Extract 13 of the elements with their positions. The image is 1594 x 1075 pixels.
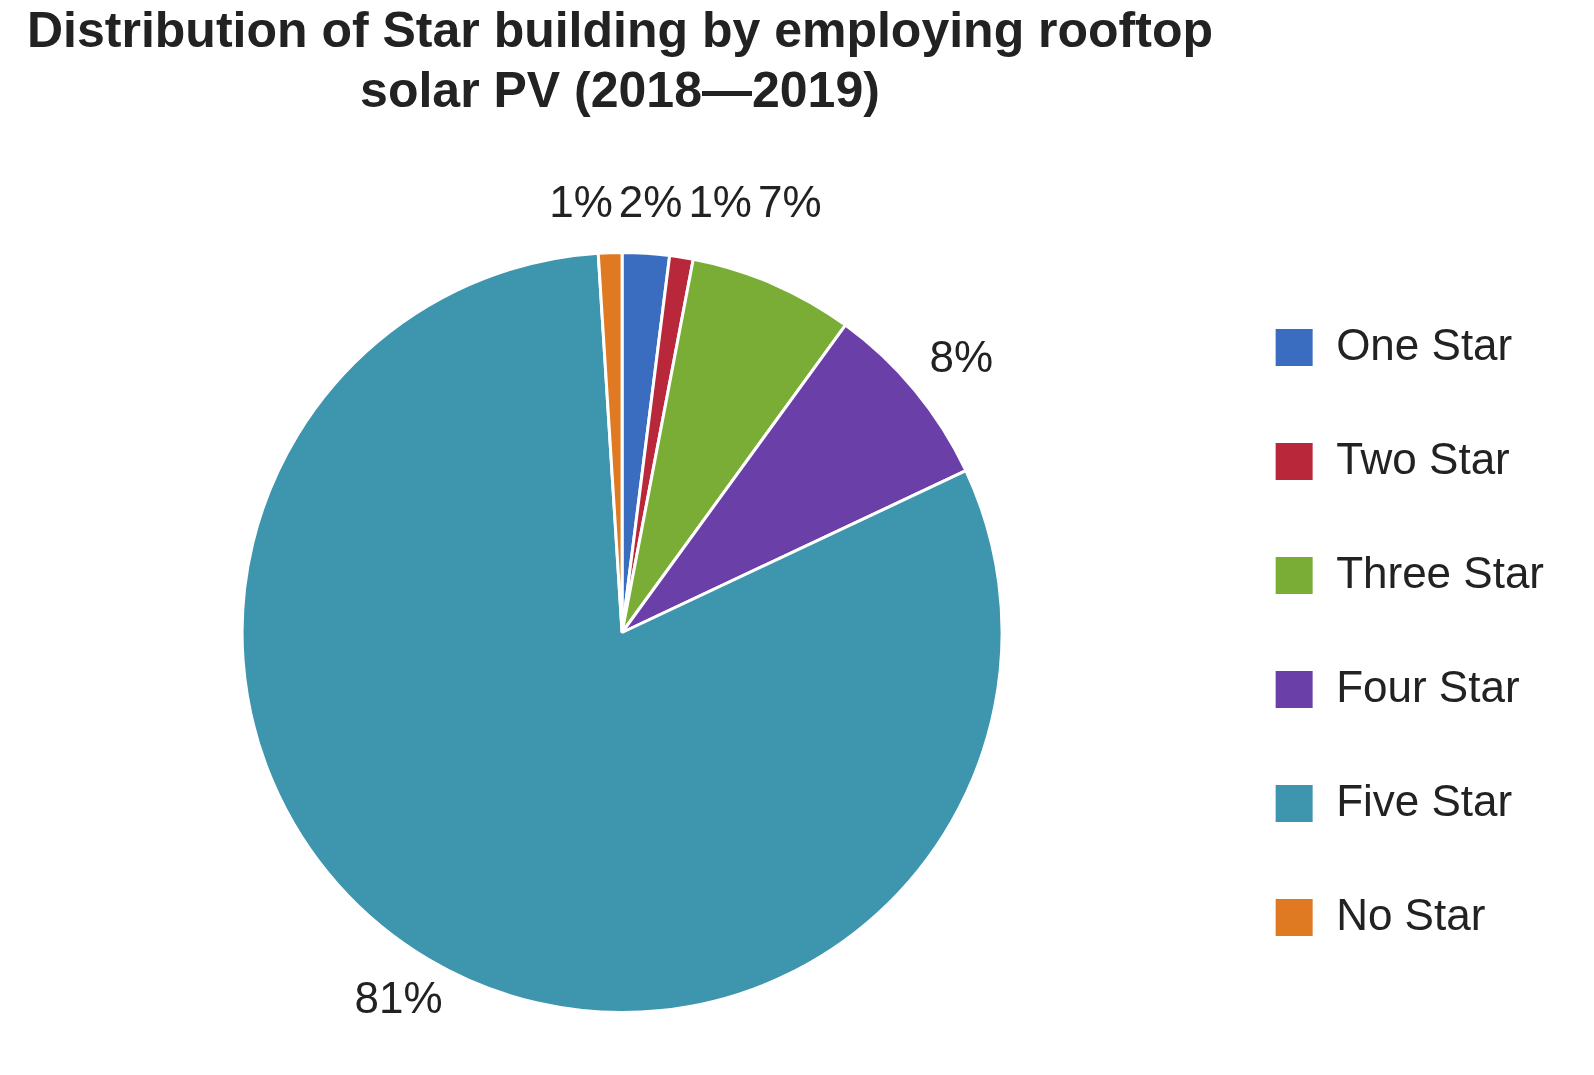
legend-label: No Star <box>1336 889 1486 939</box>
legend-label: Two Star <box>1336 433 1510 483</box>
legend-label: One Star <box>1336 319 1513 369</box>
chart-title: Distribution of Star building by employing rooftop solar PV (2018—2019) <box>26 1 1214 120</box>
legend-label: Four Star <box>1336 661 1520 711</box>
data-label: 2% <box>618 176 683 226</box>
data-label: 1% <box>688 176 752 226</box>
legend-label: Three Star <box>1336 547 1545 597</box>
data-label: 7% <box>757 176 822 226</box>
data-label: 1% <box>549 176 613 226</box>
data-label: 81% <box>354 973 443 1023</box>
legend-label: Five Star <box>1336 775 1513 825</box>
data-label: 8% <box>929 331 994 381</box>
